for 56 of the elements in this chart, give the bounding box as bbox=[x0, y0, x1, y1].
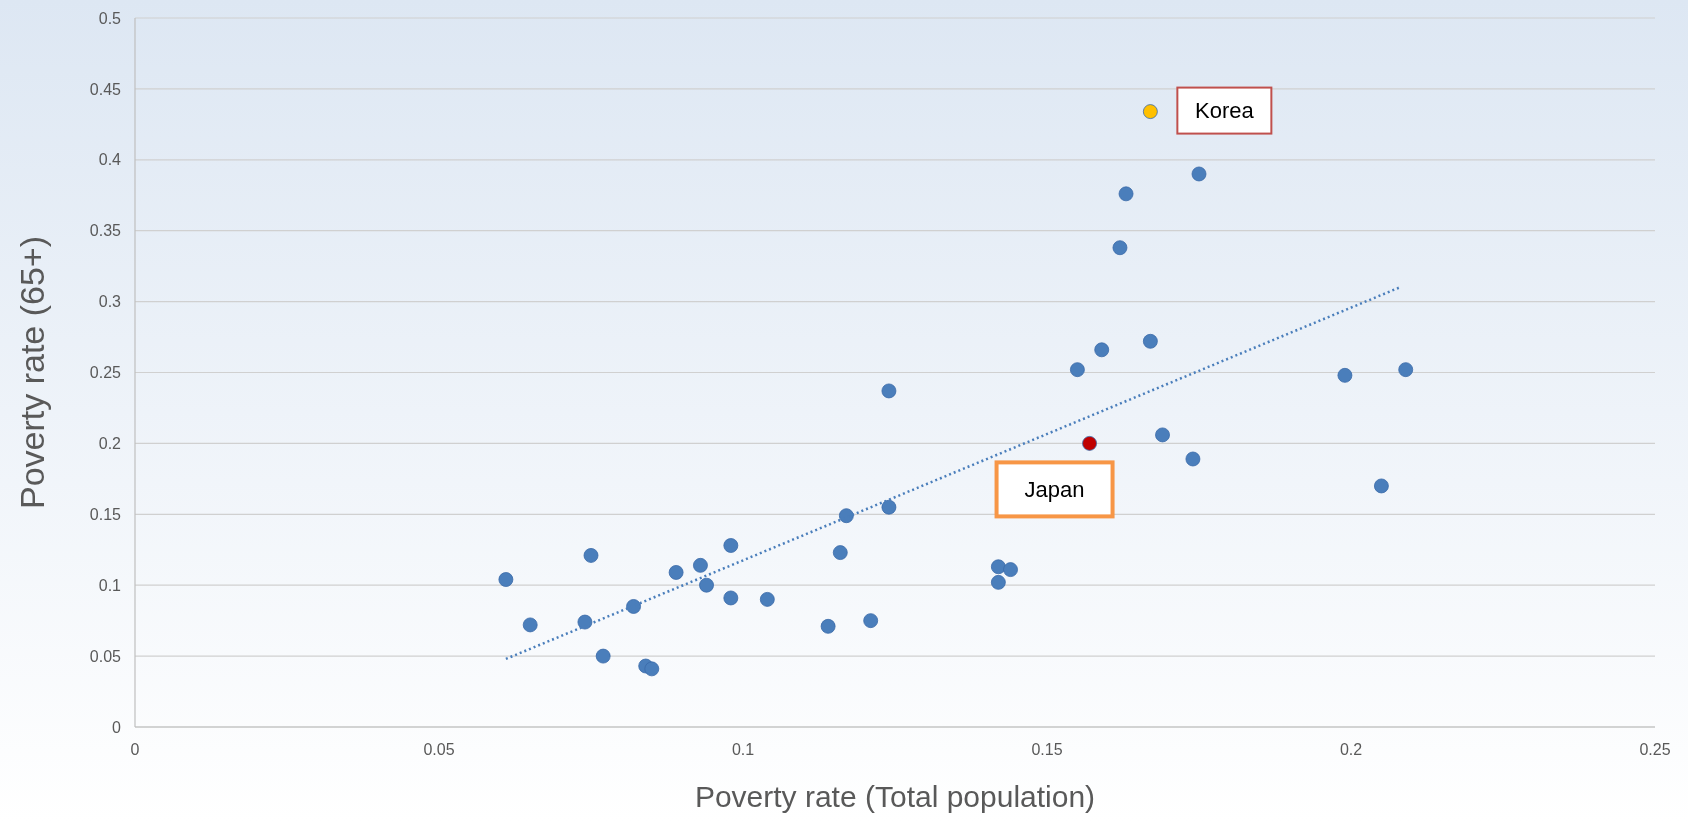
y-tick-label: 0 bbox=[112, 718, 122, 736]
x-tick-label: 0.1 bbox=[731, 741, 755, 758]
y-tick-label: 0.1 bbox=[98, 576, 122, 594]
point bbox=[583, 548, 599, 563]
point bbox=[723, 538, 739, 553]
y-axis-title: Poverty rate (65+) bbox=[13, 235, 51, 510]
point bbox=[832, 545, 848, 560]
point bbox=[1082, 436, 1097, 451]
y-tick-label: 0.05 bbox=[89, 647, 122, 665]
point bbox=[1185, 451, 1201, 467]
x-tick-label: 0.25 bbox=[1639, 741, 1671, 758]
point bbox=[1155, 427, 1170, 443]
point bbox=[1142, 104, 1158, 119]
point bbox=[1094, 342, 1110, 358]
x-axis-title: Poverty rate (Total population) bbox=[694, 780, 1096, 813]
y-tick-label: 0.35 bbox=[89, 222, 122, 240]
point bbox=[577, 614, 593, 630]
point bbox=[1374, 478, 1389, 494]
point bbox=[863, 613, 879, 629]
point bbox=[881, 499, 897, 515]
x-tick-label: 0 bbox=[130, 741, 140, 758]
point bbox=[498, 572, 514, 587]
point bbox=[699, 577, 714, 593]
y-tick-label: 0.2 bbox=[98, 435, 122, 452]
point bbox=[1003, 562, 1018, 577]
point bbox=[1191, 166, 1207, 182]
point bbox=[626, 599, 641, 614]
point bbox=[759, 591, 775, 607]
x-tick-label: 0.15 bbox=[1031, 741, 1063, 758]
annotation: Korea bbox=[1195, 98, 1255, 124]
y-tick-label: 0.45 bbox=[89, 80, 122, 98]
point bbox=[522, 617, 538, 633]
point bbox=[990, 559, 1006, 575]
point bbox=[1112, 240, 1128, 256]
y-tick-label: 0.25 bbox=[89, 364, 122, 382]
point bbox=[1142, 333, 1158, 349]
point bbox=[838, 508, 854, 524]
x-tick-label: 0.2 bbox=[1339, 741, 1363, 758]
y-tick-label: 0.3 bbox=[98, 293, 122, 311]
point bbox=[990, 574, 1006, 590]
x-tick-label: 0.05 bbox=[423, 741, 455, 758]
y-tick-label: 0.4 bbox=[98, 151, 122, 169]
point bbox=[1118, 186, 1134, 202]
y-tick-label: 0.15 bbox=[89, 505, 122, 523]
point bbox=[881, 383, 897, 399]
point bbox=[644, 661, 660, 677]
point bbox=[1398, 362, 1414, 378]
point bbox=[723, 590, 739, 606]
point bbox=[820, 618, 836, 634]
point bbox=[693, 557, 708, 573]
y-tick-label: 0.5 bbox=[98, 9, 122, 27]
point bbox=[668, 565, 684, 580]
point bbox=[1337, 367, 1353, 383]
point bbox=[595, 648, 611, 664]
point bbox=[1070, 362, 1085, 378]
annotation: Japan bbox=[1024, 477, 1085, 503]
